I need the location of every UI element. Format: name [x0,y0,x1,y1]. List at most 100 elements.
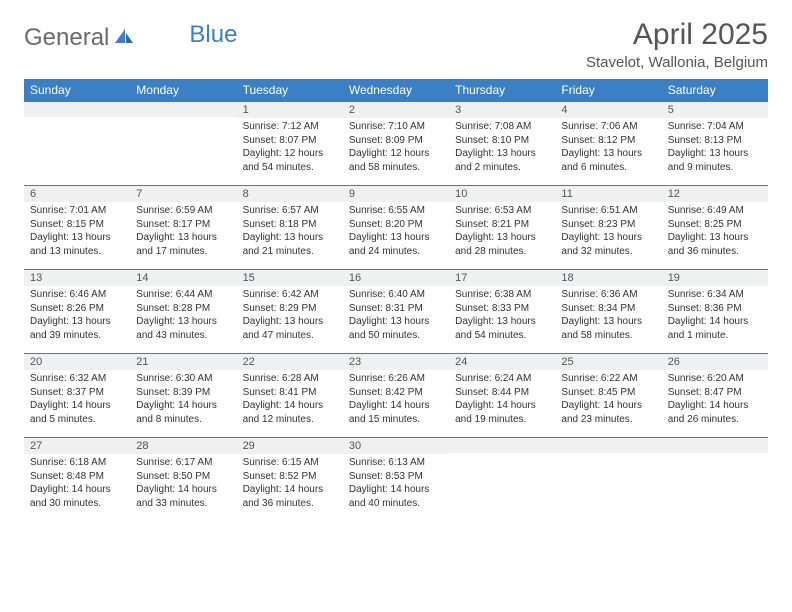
daylight-line: Daylight: 14 hours and 36 minutes. [243,483,337,510]
day-body: Sunrise: 6:28 AMSunset: 8:41 PMDaylight:… [237,370,343,432]
day-body: Sunrise: 7:04 AMSunset: 8:13 PMDaylight:… [662,118,768,180]
sunset-line: Sunset: 8:07 PM [243,134,337,148]
calendar-cell: 13Sunrise: 6:46 AMSunset: 8:26 PMDayligh… [24,270,130,354]
day-number: 26 [662,354,768,370]
daylight-line: Daylight: 13 hours and 13 minutes. [30,231,124,258]
day-body: Sunrise: 6:32 AMSunset: 8:37 PMDaylight:… [24,370,130,432]
sunrise-line: Sunrise: 7:10 AM [349,120,443,134]
sunset-line: Sunset: 8:15 PM [30,218,124,232]
calendar-cell [662,438,768,522]
sunset-line: Sunset: 8:34 PM [561,302,655,316]
sunrise-line: Sunrise: 6:57 AM [243,204,337,218]
sunrise-line: Sunrise: 6:13 AM [349,456,443,470]
sunset-line: Sunset: 8:12 PM [561,134,655,148]
sunrise-line: Sunrise: 6:55 AM [349,204,443,218]
daylight-line: Daylight: 14 hours and 12 minutes. [243,399,337,426]
day-number [24,102,130,117]
day-body: Sunrise: 6:22 AMSunset: 8:45 PMDaylight:… [555,370,661,432]
sunset-line: Sunset: 8:23 PM [561,218,655,232]
day-number: 30 [343,438,449,454]
sunset-line: Sunset: 8:28 PM [136,302,230,316]
calendar-cell: 20Sunrise: 6:32 AMSunset: 8:37 PMDayligh… [24,354,130,438]
day-number: 11 [555,186,661,202]
day-body: Sunrise: 6:17 AMSunset: 8:50 PMDaylight:… [130,454,236,516]
day-number: 27 [24,438,130,454]
daylight-line: Daylight: 13 hours and 58 minutes. [561,315,655,342]
sunrise-line: Sunrise: 6:46 AM [30,288,124,302]
logo-text-general: General [24,24,109,52]
sunrise-line: Sunrise: 7:06 AM [561,120,655,134]
sunrise-line: Sunrise: 6:40 AM [349,288,443,302]
day-body: Sunrise: 7:01 AMSunset: 8:15 PMDaylight:… [24,202,130,264]
day-number: 14 [130,270,236,286]
day-body: Sunrise: 6:36 AMSunset: 8:34 PMDaylight:… [555,286,661,348]
sunrise-line: Sunrise: 6:34 AM [668,288,762,302]
calendar-cell: 1Sunrise: 7:12 AMSunset: 8:07 PMDaylight… [237,102,343,186]
day-body: Sunrise: 7:10 AMSunset: 8:09 PMDaylight:… [343,118,449,180]
day-number: 24 [449,354,555,370]
sunrise-line: Sunrise: 6:36 AM [561,288,655,302]
title-block: April 2025 Stavelot, Wallonia, Belgium [586,18,768,71]
calendar-body: 1Sunrise: 7:12 AMSunset: 8:07 PMDaylight… [24,102,768,522]
sunset-line: Sunset: 8:10 PM [455,134,549,148]
day-number: 10 [449,186,555,202]
day-number: 22 [237,354,343,370]
calendar-cell: 8Sunrise: 6:57 AMSunset: 8:18 PMDaylight… [237,186,343,270]
calendar-cell: 5Sunrise: 7:04 AMSunset: 8:13 PMDaylight… [662,102,768,186]
sunset-line: Sunset: 8:17 PM [136,218,230,232]
day-number: 6 [24,186,130,202]
calendar-cell: 7Sunrise: 6:59 AMSunset: 8:17 PMDaylight… [130,186,236,270]
daylight-line: Daylight: 14 hours and 40 minutes. [349,483,443,510]
daylight-line: Daylight: 14 hours and 30 minutes. [30,483,124,510]
sunset-line: Sunset: 8:44 PM [455,386,549,400]
day-body: Sunrise: 7:12 AMSunset: 8:07 PMDaylight:… [237,118,343,180]
header: General Blue April 2025 Stavelot, Wallon… [24,18,768,71]
calendar-cell: 26Sunrise: 6:20 AMSunset: 8:47 PMDayligh… [662,354,768,438]
sunrise-line: Sunrise: 6:15 AM [243,456,337,470]
sunrise-line: Sunrise: 6:44 AM [136,288,230,302]
day-body: Sunrise: 6:57 AMSunset: 8:18 PMDaylight:… [237,202,343,264]
day-body: Sunrise: 7:08 AMSunset: 8:10 PMDaylight:… [449,118,555,180]
sunset-line: Sunset: 8:21 PM [455,218,549,232]
calendar-cell: 16Sunrise: 6:40 AMSunset: 8:31 PMDayligh… [343,270,449,354]
calendar-row: 6Sunrise: 7:01 AMSunset: 8:15 PMDaylight… [24,186,768,270]
sunrise-line: Sunrise: 6:22 AM [561,372,655,386]
calendar-row: 27Sunrise: 6:18 AMSunset: 8:48 PMDayligh… [24,438,768,522]
day-number: 28 [130,438,236,454]
daylight-line: Daylight: 13 hours and 17 minutes. [136,231,230,258]
daylight-line: Daylight: 13 hours and 43 minutes. [136,315,230,342]
daylight-line: Daylight: 12 hours and 58 minutes. [349,147,443,174]
day-number: 21 [130,354,236,370]
day-body: Sunrise: 6:13 AMSunset: 8:53 PMDaylight:… [343,454,449,516]
sunrise-line: Sunrise: 6:20 AM [668,372,762,386]
calendar-table: Sunday Monday Tuesday Wednesday Thursday… [24,79,768,522]
daylight-line: Daylight: 14 hours and 33 minutes. [136,483,230,510]
sunset-line: Sunset: 8:29 PM [243,302,337,316]
calendar-cell: 28Sunrise: 6:17 AMSunset: 8:50 PMDayligh… [130,438,236,522]
day-body: Sunrise: 6:44 AMSunset: 8:28 PMDaylight:… [130,286,236,348]
sunrise-line: Sunrise: 7:08 AM [455,120,549,134]
calendar-cell: 17Sunrise: 6:38 AMSunset: 8:33 PMDayligh… [449,270,555,354]
day-header: Monday [130,79,236,102]
calendar-row: 20Sunrise: 6:32 AMSunset: 8:37 PMDayligh… [24,354,768,438]
day-number: 25 [555,354,661,370]
day-body: Sunrise: 6:49 AMSunset: 8:25 PMDaylight:… [662,202,768,264]
day-number [130,102,236,117]
day-body: Sunrise: 7:06 AMSunset: 8:12 PMDaylight:… [555,118,661,180]
day-number: 7 [130,186,236,202]
day-number: 12 [662,186,768,202]
calendar-row: 1Sunrise: 7:12 AMSunset: 8:07 PMDaylight… [24,102,768,186]
calendar-cell: 15Sunrise: 6:42 AMSunset: 8:29 PMDayligh… [237,270,343,354]
sunset-line: Sunset: 8:45 PM [561,386,655,400]
calendar-cell: 25Sunrise: 6:22 AMSunset: 8:45 PMDayligh… [555,354,661,438]
page-title: April 2025 [586,18,768,52]
daylight-line: Daylight: 14 hours and 15 minutes. [349,399,443,426]
sunset-line: Sunset: 8:52 PM [243,470,337,484]
calendar-cell [130,102,236,186]
day-body: Sunrise: 6:51 AMSunset: 8:23 PMDaylight:… [555,202,661,264]
day-number [662,438,768,453]
calendar-cell [449,438,555,522]
calendar-cell: 27Sunrise: 6:18 AMSunset: 8:48 PMDayligh… [24,438,130,522]
sunrise-line: Sunrise: 6:53 AM [455,204,549,218]
daylight-line: Daylight: 13 hours and 50 minutes. [349,315,443,342]
